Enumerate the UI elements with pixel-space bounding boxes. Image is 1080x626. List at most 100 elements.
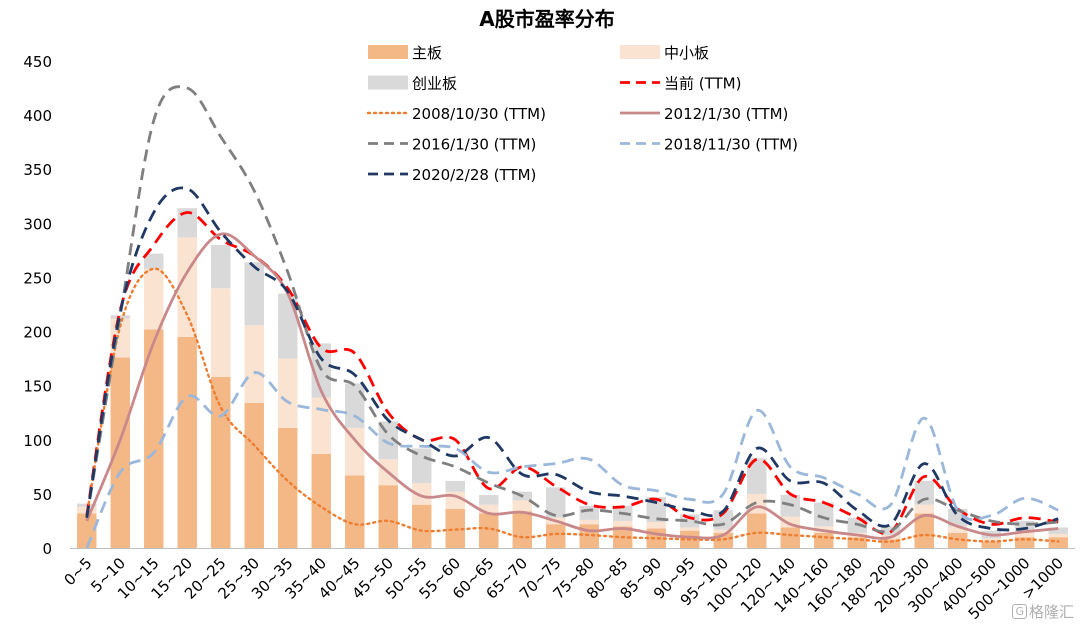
legend-item: 2018/11/30 (TTM) [620,136,798,154]
bar-segment [278,293,298,359]
legend-item: 当前 (TTM) [620,75,741,93]
bar-segment [110,357,130,548]
bar-segment [579,505,599,520]
bar-segment [981,541,1001,548]
bar-segment [144,329,164,548]
bar-segment [613,520,633,527]
bar-segment [646,522,666,529]
legend-item: 2016/1/30 (TTM) [368,136,536,154]
bar-segment [512,511,532,548]
bar-segment [747,458,767,494]
legend-label: 2020/2/28 (TTM) [412,166,536,184]
bar-segment [780,516,800,528]
bar-segment [177,237,197,337]
bar-segment [378,421,398,460]
bar-segment [77,503,97,507]
legend-item: 2008/10/30 (TTM) [366,105,546,123]
series-line [85,371,1059,549]
bar-segment [1015,537,1035,548]
lines-group [85,85,1060,549]
y-tick-label: 50 [33,486,52,504]
bar-segment [512,500,532,512]
y-axis: 0 50 100 150 200 250 300 350 400 450 [23,53,52,558]
bar-segment [914,480,934,505]
bar-segment [948,526,968,533]
series-line [85,186,1059,532]
bar-segment [881,539,901,548]
legend-swatch [368,75,408,90]
bar-segment [311,453,331,548]
bar-segment [814,532,834,548]
bar-segment [244,262,264,326]
bar-segment [914,513,934,548]
bars-group [77,208,1068,548]
y-tick-label: 200 [23,324,52,342]
x-axis: 0~55~1010~1515~2020~2525~3030~3535~4040~… [60,554,1067,623]
bar-segment [546,487,566,518]
y-tick-label: 100 [23,432,52,450]
series-line [85,267,1060,543]
legend-item: 2020/2/28 (TTM) [368,166,536,184]
bar-segment [479,513,499,548]
legend-label: 2018/11/30 (TTM) [664,136,798,154]
chart-title: A股市盈率分布 [479,7,614,31]
bar-segment [244,402,264,548]
legend-item: 中小板 [620,44,709,62]
bar-segment [680,527,700,531]
bar-segment [1015,520,1035,532]
legend-label: 当前 (TTM) [664,75,741,93]
watermark-text: 格隆汇 [1028,603,1074,621]
legend-item: 2012/1/30 (TTM) [620,105,788,123]
bar-segment [211,377,231,548]
bar-segment [110,315,130,319]
y-tick-label: 450 [23,53,52,71]
watermark: G 格隆汇 [1012,601,1074,622]
y-tick-label: 250 [23,269,52,287]
bar-segment [278,427,298,548]
bar-segment [211,288,231,378]
bar-segment [144,268,164,330]
legend-label: 2008/10/30 (TTM) [412,105,546,123]
bar-segment [579,519,599,525]
y-tick-label: 150 [23,378,52,396]
bar-segment [747,513,767,548]
bar-segment [479,494,499,505]
legend-label: 2016/1/30 (TTM) [412,136,536,154]
legend-label: 主板 [412,44,442,62]
bar-segment [546,524,566,548]
legend-item: 创业板 [368,75,457,93]
y-tick-label: 300 [23,215,52,233]
bar-segment [479,504,499,514]
bar-segment [244,325,264,403]
bar-segment [412,483,432,505]
series-line [85,85,1059,534]
bar-segment [412,504,432,548]
bar-segment [177,336,197,548]
legend-swatch [368,45,408,59]
watermark-badge: G [1012,604,1027,619]
bar-segment [1015,531,1035,538]
legend-item: 主板 [368,44,442,62]
legend-label: 创业板 [412,75,457,93]
legend-label: 2012/1/30 (TTM) [664,105,788,123]
bar-segment [445,480,465,492]
series-line [85,232,1059,540]
bar-segment [1048,527,1068,534]
bar-segment [177,208,197,238]
bar-segment [579,524,599,548]
bar-segment [713,529,733,533]
legend-label: 中小板 [664,44,709,62]
bar-segment [144,253,164,269]
bar-segment [1048,533,1068,538]
bar-segment [345,383,365,428]
y-tick-label: 350 [23,161,52,179]
bar-segment [378,485,398,548]
series-line [85,211,1059,535]
bar-segment [345,427,365,476]
bar-segment [847,537,867,548]
bar-segment [345,475,365,548]
legend-swatch [620,45,660,59]
bar-segment [981,538,1001,542]
bar-segment [646,497,666,523]
